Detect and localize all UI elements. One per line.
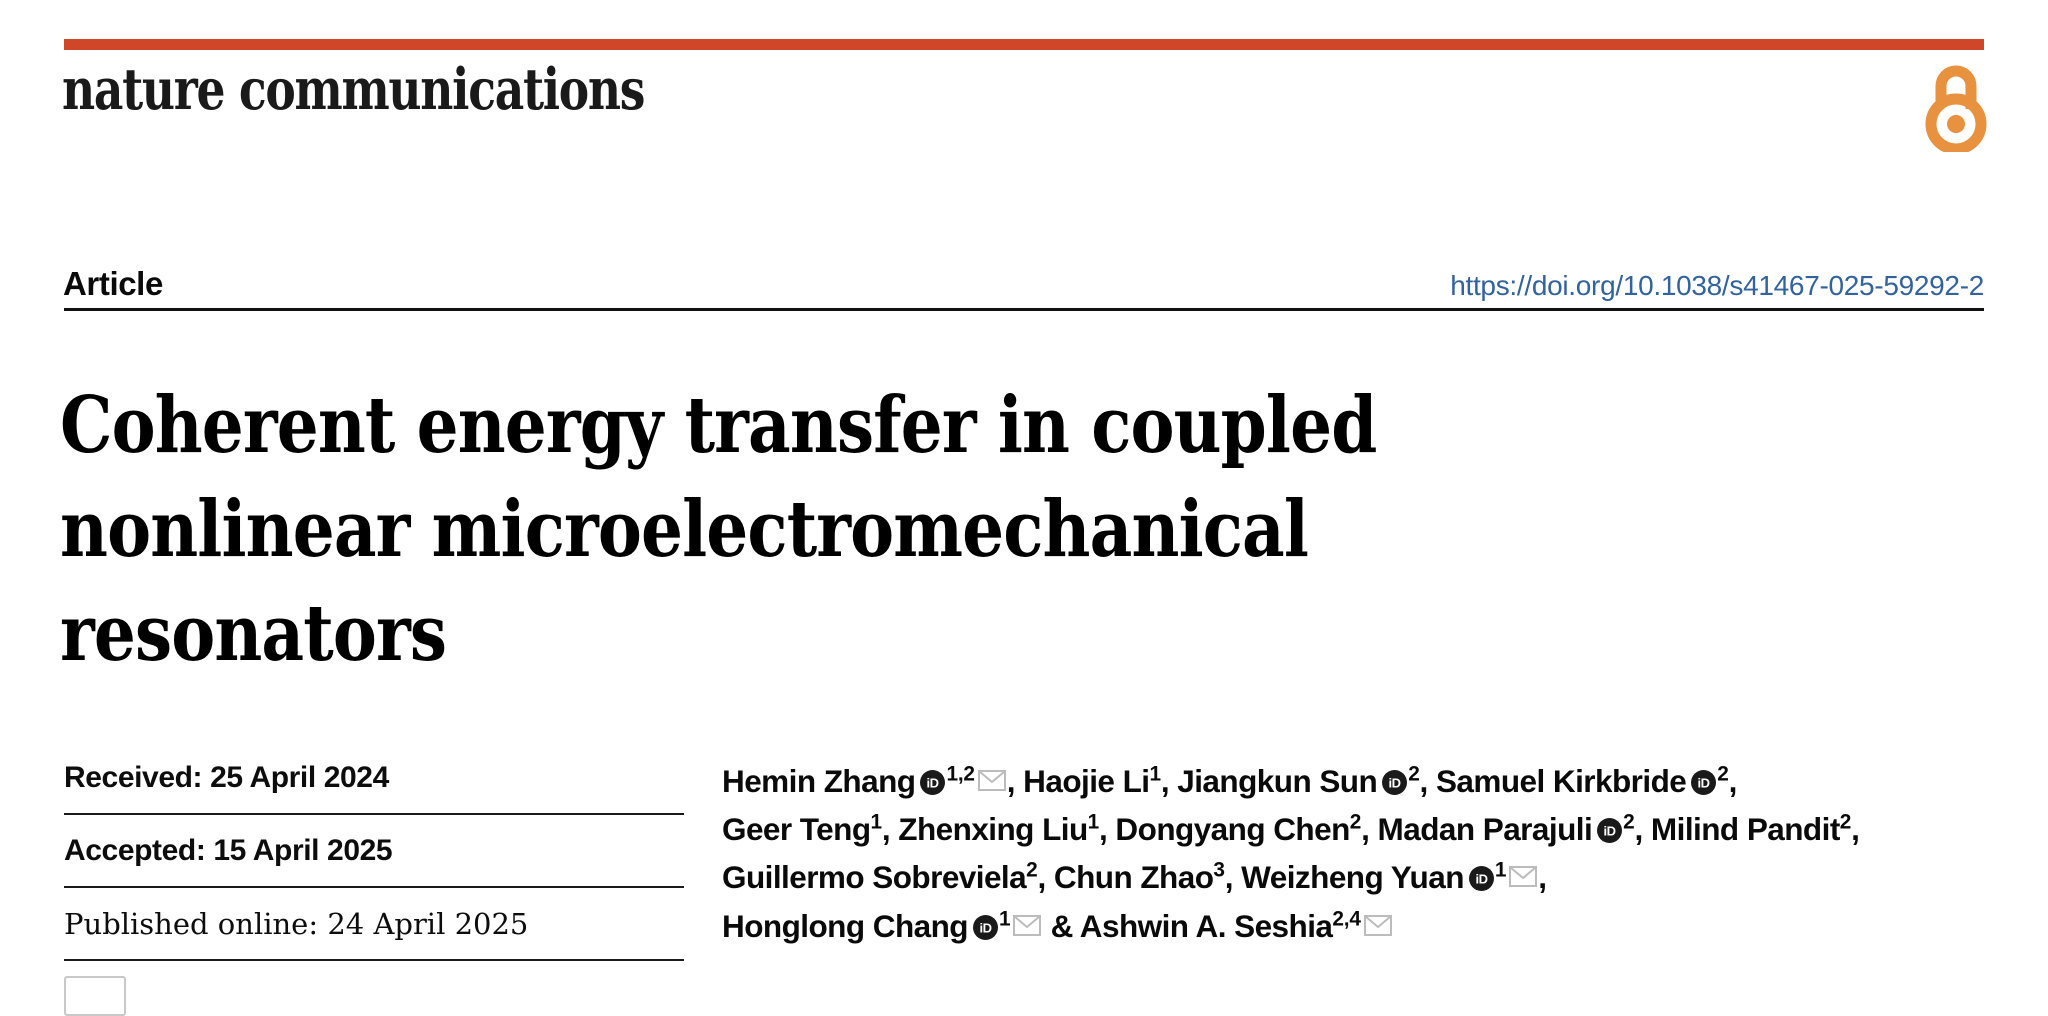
corresponding-author-envelope-icon[interactable]: [1363, 902, 1392, 936]
brand-accent-bar: [64, 39, 1984, 50]
check-for-updates-badge[interactable]: [64, 976, 126, 1016]
affiliation-marker: 2: [1408, 762, 1420, 786]
orcid-icon[interactable]: iD: [973, 906, 998, 940]
open-access-lock-icon: [1922, 62, 1990, 155]
affiliation-marker: 1,2: [946, 762, 975, 786]
orcid-icon[interactable]: iD: [920, 761, 946, 795]
affiliation-marker: 2: [1717, 762, 1729, 786]
author-weizheng-yuan[interactable]: , Weizheng Yuan: [1224, 859, 1465, 895]
author-line-2: Geer Teng1, Zhenxing Liu1, Dongyang Chen…: [722, 806, 2042, 854]
author-guillermo-sobreviela[interactable]: Guillermo Sobreviela: [722, 859, 1027, 895]
author-ashwin-seshia[interactable]: & Ashwin A. Seshia: [1050, 907, 1333, 944]
date-row-received: Received: 25 April 2024: [64, 742, 684, 815]
author-separator: ,: [1728, 763, 1738, 799]
affiliation-marker: 1: [1494, 858, 1507, 882]
title-line-1: Coherent energy transfer in coupled: [60, 380, 1377, 472]
affiliation-marker: 2: [1623, 810, 1635, 833]
orcid-icon[interactable]: iD: [1382, 761, 1408, 795]
journal-article-header-page: nature communications Article https://do…: [60, 39, 2042, 1016]
affiliation-marker: 1: [1149, 762, 1162, 786]
author-separator: ,: [1538, 859, 1547, 895]
publication-dates-column: Received: 25 April 2024 Accepted: 15 Apr…: [64, 742, 684, 961]
orcid-icon[interactable]: iD: [1691, 761, 1717, 795]
affiliation-marker: 1: [870, 810, 883, 833]
orcid-icon[interactable]: iD: [1597, 809, 1623, 843]
affiliation-marker: 1: [999, 907, 1011, 930]
svg-text:iD: iD: [1475, 872, 1487, 887]
svg-text:iD: iD: [927, 776, 939, 791]
corresponding-author-envelope-icon[interactable]: [1013, 902, 1042, 936]
doi-link[interactable]: https://doi.org/10.1038/s41467-025-59292…: [1450, 270, 1984, 301]
author-list: Hemin Zhang iD 1,2, Haojie Li1, Jiangkun S…: [722, 757, 2042, 950]
published-online-date: Published online: 24 April 2025: [64, 906, 529, 941]
title-line-3: resonators: [60, 588, 447, 680]
article-type-label: Article: [63, 265, 163, 302]
svg-text:iD: iD: [980, 920, 992, 935]
author-hemin-zhang[interactable]: Hemin Zhang: [722, 763, 916, 799]
received-date: Received: 25 April 2024: [64, 760, 389, 794]
author-jiangkun-sun[interactable]: , Jiangkun Sun: [1160, 763, 1378, 799]
page-title: Coherent energy transfer in coupled nonl…: [60, 374, 1497, 686]
svg-text:iD: iD: [1604, 823, 1616, 838]
affiliation-marker: 2: [1026, 858, 1038, 882]
affiliation-marker: 2: [1349, 810, 1362, 833]
author-line-3: Guillermo Sobreviela2, Chun Zhao3, Weizh…: [722, 853, 2042, 902]
author-chun-zhao[interactable]: , Chun Zhao: [1037, 859, 1214, 895]
author-honglong-chang[interactable]: Honglong Chang: [722, 907, 969, 944]
date-row-published: Published online: 24 April 2025: [64, 888, 684, 961]
date-row-accepted: Accepted: 15 April 2025: [64, 815, 684, 888]
author-line-4: Honglong Chang iD 1 & Ashwin A. Seshia2,4: [722, 902, 2042, 951]
accepted-date: Accepted: 15 April 2025: [64, 833, 393, 867]
author-zhenxing-liu[interactable]: , Zhenxing Liu: [881, 810, 1088, 847]
author-madan-parajuli[interactable]: , Madan Parajuli: [1361, 810, 1593, 847]
author-dongyang-chen[interactable]: , Dongyang Chen: [1099, 810, 1350, 847]
author-samuel-kirkbride[interactable]: , Samuel Kirkbride: [1419, 763, 1687, 799]
author-line-1: Hemin Zhang iD 1,2 , Haojie Li1, Jiangkun S…: [722, 757, 2042, 806]
corresponding-author-envelope-icon[interactable]: [1509, 853, 1538, 887]
affiliation-marker: 2,4: [1332, 907, 1361, 930]
affiliation-marker: 3: [1213, 858, 1225, 882]
svg-text:iD: iD: [1698, 776, 1710, 791]
title-line-2: nonlinear microelectromechanical: [60, 484, 1309, 576]
affiliation-marker: 2: [1839, 810, 1852, 833]
author-separator: ,: [1851, 810, 1860, 847]
header-divider-rule: [64, 308, 1984, 311]
journal-masthead-logo: nature communications: [62, 56, 645, 123]
author-geer-teng[interactable]: Geer Teng: [722, 810, 871, 847]
author-milind-pandit[interactable]: , Milind Pandit: [1634, 810, 1841, 847]
author-haojie-li[interactable]: , Haojie Li: [1006, 763, 1150, 799]
corresponding-author-envelope-icon[interactable]: [977, 757, 1006, 791]
orcid-icon[interactable]: iD: [1468, 857, 1494, 891]
affiliation-marker: 1: [1087, 810, 1100, 833]
svg-text:iD: iD: [1389, 776, 1401, 791]
